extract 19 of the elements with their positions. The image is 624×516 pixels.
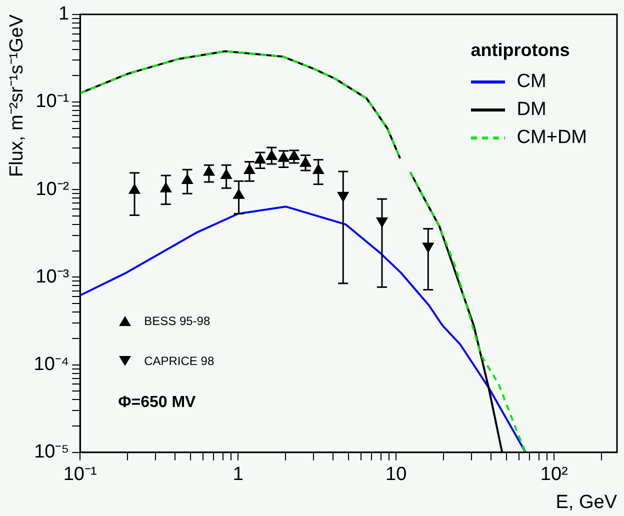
legend-label: CM — [516, 71, 546, 94]
y-tick-label: 10⁻⁴ — [34, 354, 70, 376]
y-axis-title: Flux, m⁻²sr⁻¹s⁻¹GeV — [6, 14, 28, 178]
legend-label: CAPRICE 98 — [144, 354, 214, 368]
x-axis-title: E, GeV — [556, 492, 618, 513]
x-tick-label: 10² — [540, 464, 568, 486]
x-tick-label: 10 — [386, 464, 407, 486]
legend-label: CM+DM — [516, 127, 587, 150]
x-tick-label: 10⁻¹ — [63, 464, 97, 486]
y-tick-label: 1 — [58, 4, 70, 25]
y-tick-label: 10⁻¹ — [36, 91, 70, 112]
x-tick-label: 1 — [232, 464, 244, 486]
legend-label: BESS 95-98 — [144, 314, 210, 328]
legend-label: DM — [516, 99, 546, 122]
y-tick-label: 10⁻⁵ — [34, 442, 70, 463]
y-tick-label: 10⁻³ — [36, 266, 70, 288]
annotation: Φ=650 MV — [118, 394, 197, 412]
legend-title: antiprotons — [470, 40, 571, 62]
y-tick-label: 10⁻² — [36, 178, 70, 200]
